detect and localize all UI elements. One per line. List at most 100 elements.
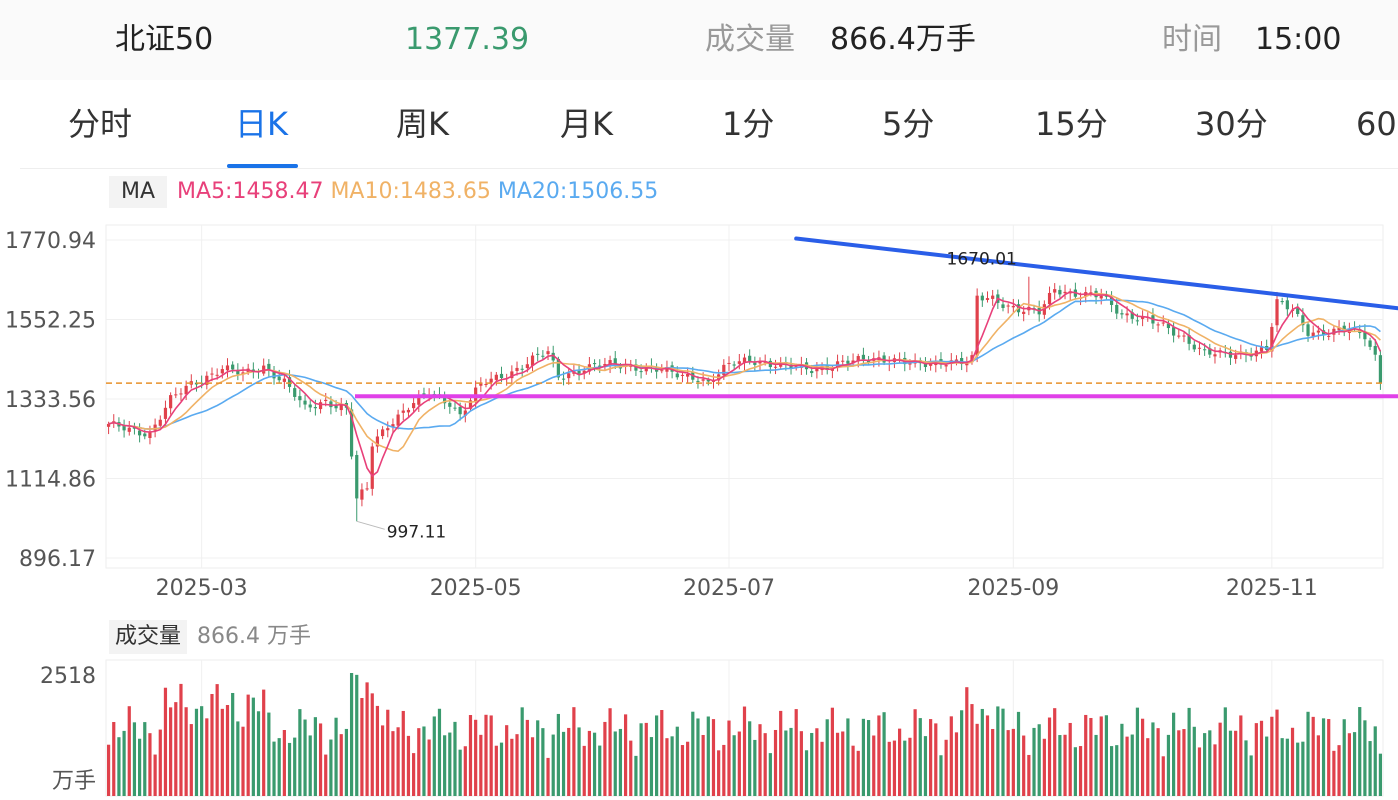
- volume-bar: [985, 715, 990, 796]
- candle-body: [412, 403, 416, 409]
- ma20-line: [108, 299, 1381, 430]
- volume-bar: [892, 740, 897, 796]
- volume-bar: [804, 750, 809, 796]
- volume-bar: [169, 707, 173, 796]
- candle-body: [225, 365, 230, 371]
- candle-body: [1027, 306, 1031, 311]
- tab-15min[interactable]: 15分: [1035, 105, 1108, 143]
- tab-5min[interactable]: 5分: [882, 105, 935, 143]
- candle-body: [1254, 350, 1258, 357]
- candle-body: [789, 364, 793, 369]
- candle-body: [189, 381, 193, 385]
- candle-body: [649, 365, 654, 367]
- volume-bar: [417, 728, 421, 796]
- candle-body: [334, 405, 338, 409]
- candle-body: [422, 393, 426, 395]
- tab-daily-k[interactable]: 日K: [235, 105, 288, 143]
- volume-bar: [365, 682, 369, 796]
- candle-body: [960, 357, 964, 365]
- candle-body: [391, 424, 395, 427]
- candle-body: [1234, 355, 1238, 359]
- candle-body: [443, 395, 447, 404]
- volume-bar: [1068, 722, 1072, 796]
- volume-bar: [530, 737, 535, 796]
- period-tabs: 分时 日K 周K 月K 1分 5分 15分 30分 60分: [0, 90, 1398, 170]
- volume-bar: [1192, 726, 1196, 796]
- volume-bar: [861, 718, 866, 796]
- volume-bar: [980, 708, 984, 796]
- volume-bar: [458, 749, 462, 796]
- candle-body: [194, 382, 199, 385]
- volume-bar: [618, 728, 623, 796]
- volume-bar: [386, 709, 390, 796]
- time-label: 时间: [1162, 22, 1222, 57]
- volume-bar: [727, 720, 731, 796]
- tab-30min[interactable]: 30分: [1195, 105, 1268, 143]
- candle-body: [970, 355, 974, 363]
- candle-body: [246, 368, 250, 372]
- tab-weekly-k[interactable]: 周K: [396, 105, 449, 143]
- candle-body: [267, 363, 271, 370]
- volume-bar: [422, 726, 426, 796]
- candle-body: [1244, 352, 1248, 355]
- volume-bar: [318, 723, 323, 796]
- volume-bar: [913, 709, 917, 796]
- candle-body: [882, 355, 886, 363]
- tab-timeshare[interactable]: 分时: [68, 105, 133, 143]
- volume-bar: [1156, 728, 1160, 796]
- y-tick-label: 1770.94: [5, 229, 96, 254]
- candle-body: [675, 373, 679, 378]
- y-tick-label: 1114.86: [5, 468, 96, 493]
- candle-body: [474, 387, 478, 403]
- volume-bar: [737, 731, 741, 796]
- candle-body: [1115, 304, 1119, 314]
- volume-bar: [918, 718, 922, 796]
- volume-bar: [1378, 753, 1383, 796]
- candle-body: [520, 368, 524, 370]
- volume-bar: [779, 710, 783, 796]
- volume-bar: [246, 694, 250, 796]
- volume-bar: [629, 740, 633, 796]
- candle-body: [1187, 335, 1191, 344]
- volume-bar: [954, 732, 959, 796]
- candle-body: [944, 365, 948, 367]
- candle-body: [293, 388, 297, 397]
- volume-bar: [339, 734, 343, 796]
- volume-bar: [660, 710, 664, 796]
- volume-bar: [205, 718, 209, 796]
- candle-body: [1373, 345, 1377, 355]
- candle-body: [613, 358, 617, 364]
- candle-body: [975, 295, 979, 356]
- candle-body: [691, 372, 695, 380]
- candle-body: [468, 400, 473, 409]
- candle-body: [1270, 326, 1274, 352]
- tab-1min[interactable]: 1分: [722, 105, 775, 143]
- candle-body: [1321, 330, 1326, 336]
- tab-60min[interactable]: 60分: [1356, 105, 1398, 143]
- candle-body: [665, 367, 669, 372]
- volume-bar: [541, 728, 545, 796]
- candle-body: [396, 414, 400, 426]
- volume-bar: [287, 742, 292, 796]
- candle-body: [908, 363, 912, 365]
- volume-indicator-selector[interactable]: 成交量: [109, 620, 188, 654]
- candle-body: [639, 371, 643, 373]
- tab-monthly-k[interactable]: 月K: [560, 105, 613, 143]
- candle-body: [851, 360, 855, 364]
- candle-body: [1001, 304, 1005, 308]
- y-tick-label: 896.17: [19, 547, 96, 572]
- volume-bar: [691, 711, 695, 796]
- candle-body: [918, 360, 922, 364]
- candle-body: [1073, 289, 1077, 297]
- volume-bar: [1321, 718, 1326, 796]
- candle-body: [748, 355, 752, 361]
- candle-body: [179, 393, 183, 395]
- volume-bar: [851, 745, 855, 796]
- candle-body: [644, 365, 648, 372]
- volume-bar: [1037, 724, 1041, 796]
- indicator-selector[interactable]: MA: [109, 176, 168, 208]
- candle-body: [525, 364, 529, 368]
- high-price-annotation: 1670.01: [947, 250, 1017, 270]
- volume-bar: [649, 737, 654, 796]
- volume-bar: [112, 722, 116, 796]
